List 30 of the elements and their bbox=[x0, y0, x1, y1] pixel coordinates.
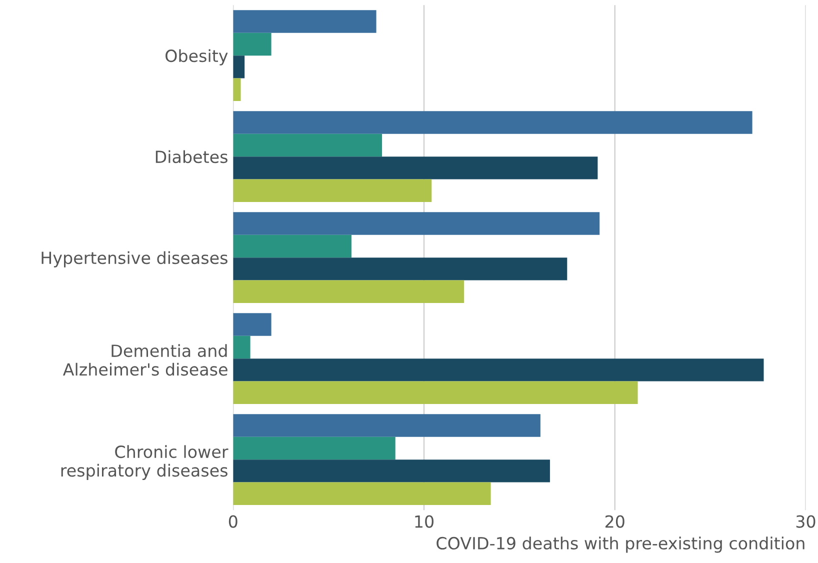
x-tick-label: 10 bbox=[415, 515, 434, 528]
bar bbox=[233, 280, 464, 304]
bar bbox=[233, 482, 491, 506]
bar bbox=[233, 336, 250, 359]
bar bbox=[233, 460, 550, 482]
y-tick-label: Dementia and Alzheimer's disease bbox=[62, 344, 228, 376]
bar bbox=[233, 111, 752, 134]
bar bbox=[233, 10, 376, 33]
bar bbox=[233, 381, 638, 404]
y-tick-label: Hypertensive diseases bbox=[42, 251, 228, 268]
bar bbox=[233, 436, 396, 460]
bar bbox=[233, 313, 272, 336]
y-tick-label: Chronic lower respiratory diseases bbox=[61, 445, 228, 480]
bar bbox=[233, 234, 352, 258]
bar bbox=[233, 358, 764, 382]
x-tick-label: 0 bbox=[228, 515, 238, 528]
x-axis-title: COVID-19 deaths with pre-existing condition bbox=[436, 536, 804, 553]
bar bbox=[233, 56, 245, 78]
bar bbox=[233, 212, 600, 235]
bar bbox=[233, 32, 272, 56]
bar bbox=[233, 156, 598, 180]
bar bbox=[233, 414, 540, 437]
bar bbox=[233, 179, 432, 202]
y-tick-label: Obesity bbox=[166, 49, 228, 66]
x-tick-label: 30 bbox=[796, 515, 816, 528]
bar bbox=[233, 258, 568, 280]
y-tick-label: Diabetes bbox=[156, 150, 228, 164]
x-tick-label: 20 bbox=[605, 515, 624, 528]
bar bbox=[233, 78, 241, 102]
bar bbox=[233, 134, 382, 157]
